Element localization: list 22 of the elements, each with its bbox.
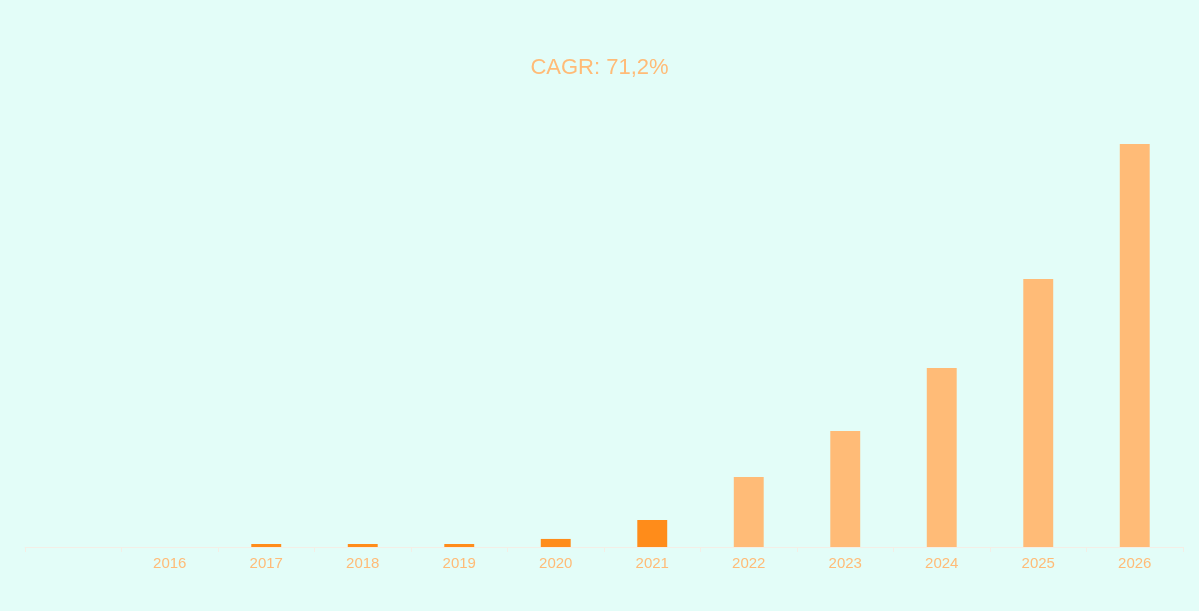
bar [733,476,764,547]
x-tick-label: 2025 [1021,554,1055,571]
x-tick-label: 2023 [828,554,862,571]
bar [1119,144,1150,547]
bar [347,544,378,547]
x-tick-label: 2020 [539,554,573,571]
bar [926,368,957,547]
bar [251,544,282,547]
x-tick-label: 2026 [1118,554,1152,571]
bar [444,544,475,547]
bar [540,538,571,547]
x-tick-label: 2016 [153,554,187,571]
bar [1023,279,1054,547]
x-tick-label: 2018 [346,554,380,571]
bar [637,520,668,547]
bar [830,430,861,547]
x-tick-label: 2021 [635,554,669,571]
chart-title: CAGR: 71,2% [530,53,669,79]
x-tick-label: 2022 [732,554,766,571]
x-tick-label: 2017 [249,554,283,571]
x-tick-label: 2024 [925,554,959,571]
x-tick-label: 2019 [442,554,476,571]
